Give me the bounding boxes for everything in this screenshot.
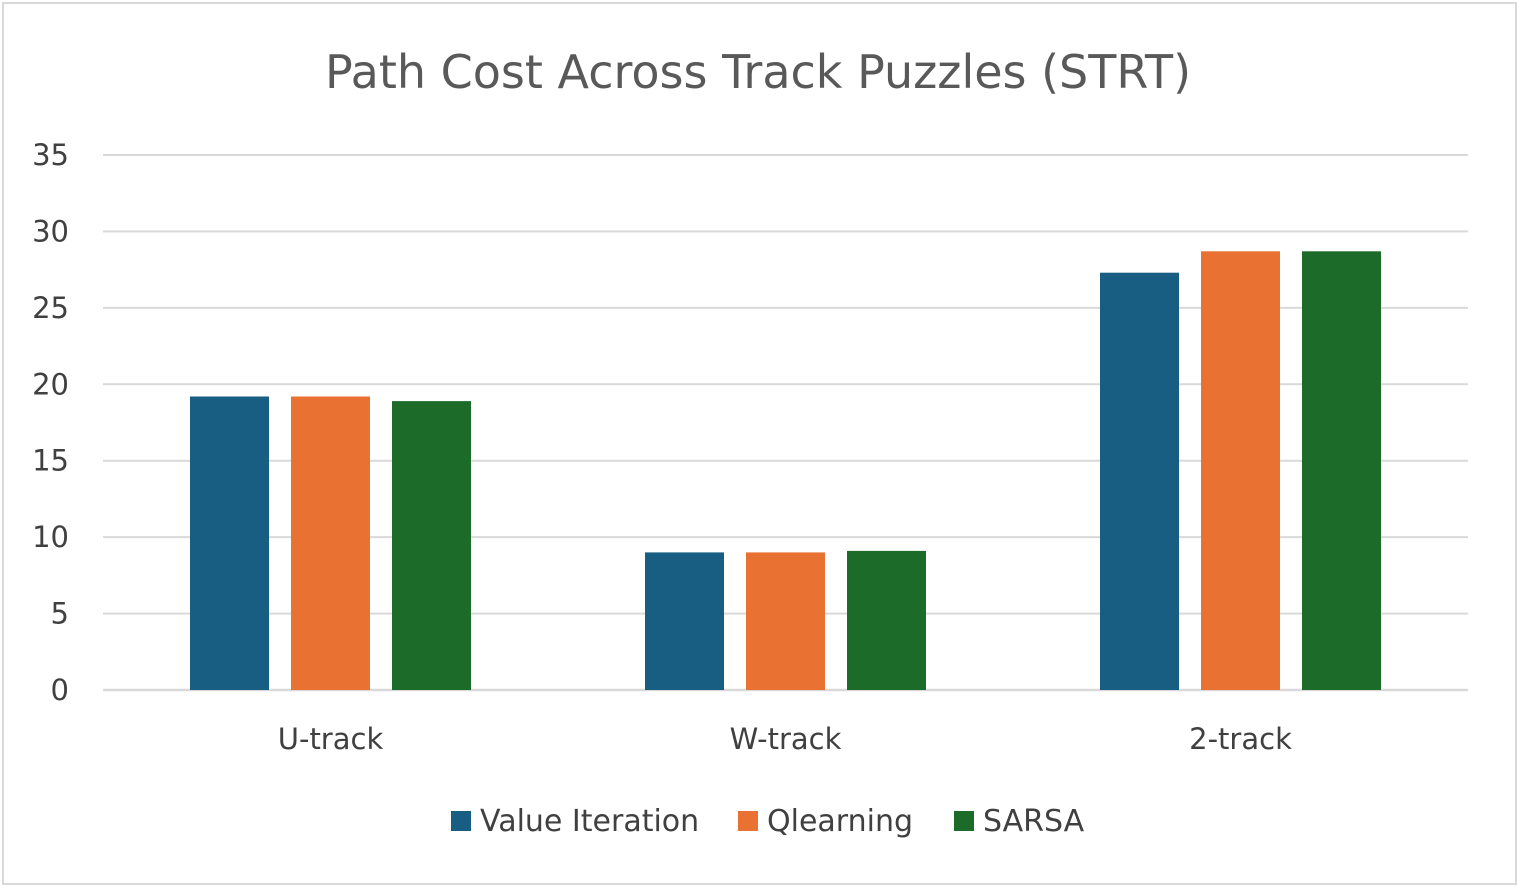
y-tick-label: 35 [32,138,69,172]
bars [190,251,1381,691]
legend-item: Qlearning [738,804,913,839]
y-tick-label: 5 [51,597,69,631]
y-tick-label: 15 [32,444,69,478]
bar-2-track-value-iteration [1100,272,1179,690]
y-axis-ticks: 0 5 10 15 20 25 30 35 [32,138,69,707]
legend-swatch [738,811,758,831]
y-tick-label: 20 [32,367,69,401]
bar-u-track-sarsa [392,401,471,690]
legend-label: SARSA [983,804,1085,839]
legend-label: Value Iteration [480,804,699,839]
bar-w-track-sarsa [847,550,926,690]
x-axis-ticks: U-track W-track 2-track [278,722,1292,756]
legend-swatch [451,811,471,831]
bar-u-track-value-iteration [190,396,269,690]
y-tick-label: 30 [32,214,69,248]
legend-item: Value Iteration [451,804,699,839]
bar-w-track-value-iteration [645,552,724,690]
bar-2-track-sarsa [1302,251,1381,691]
x-tick-label: U-track [278,722,384,756]
legend-swatch [954,811,974,831]
bar-2-track-qlearning [1201,251,1280,691]
y-tick-label: 0 [51,673,69,707]
legend: Value Iteration Qlearning SARSA [451,804,1085,839]
legend-label: Qlearning [767,804,913,839]
legend-item: SARSA [954,804,1085,839]
bar-u-track-qlearning [291,396,370,690]
y-tick-label: 10 [32,520,69,554]
chart-title: Path Cost Across Track Puzzles (STRT) [325,45,1191,99]
bar-w-track-qlearning [746,552,825,690]
x-tick-label: W-track [730,722,842,756]
x-tick-label: 2-track [1189,722,1292,756]
y-tick-label: 25 [32,291,69,325]
